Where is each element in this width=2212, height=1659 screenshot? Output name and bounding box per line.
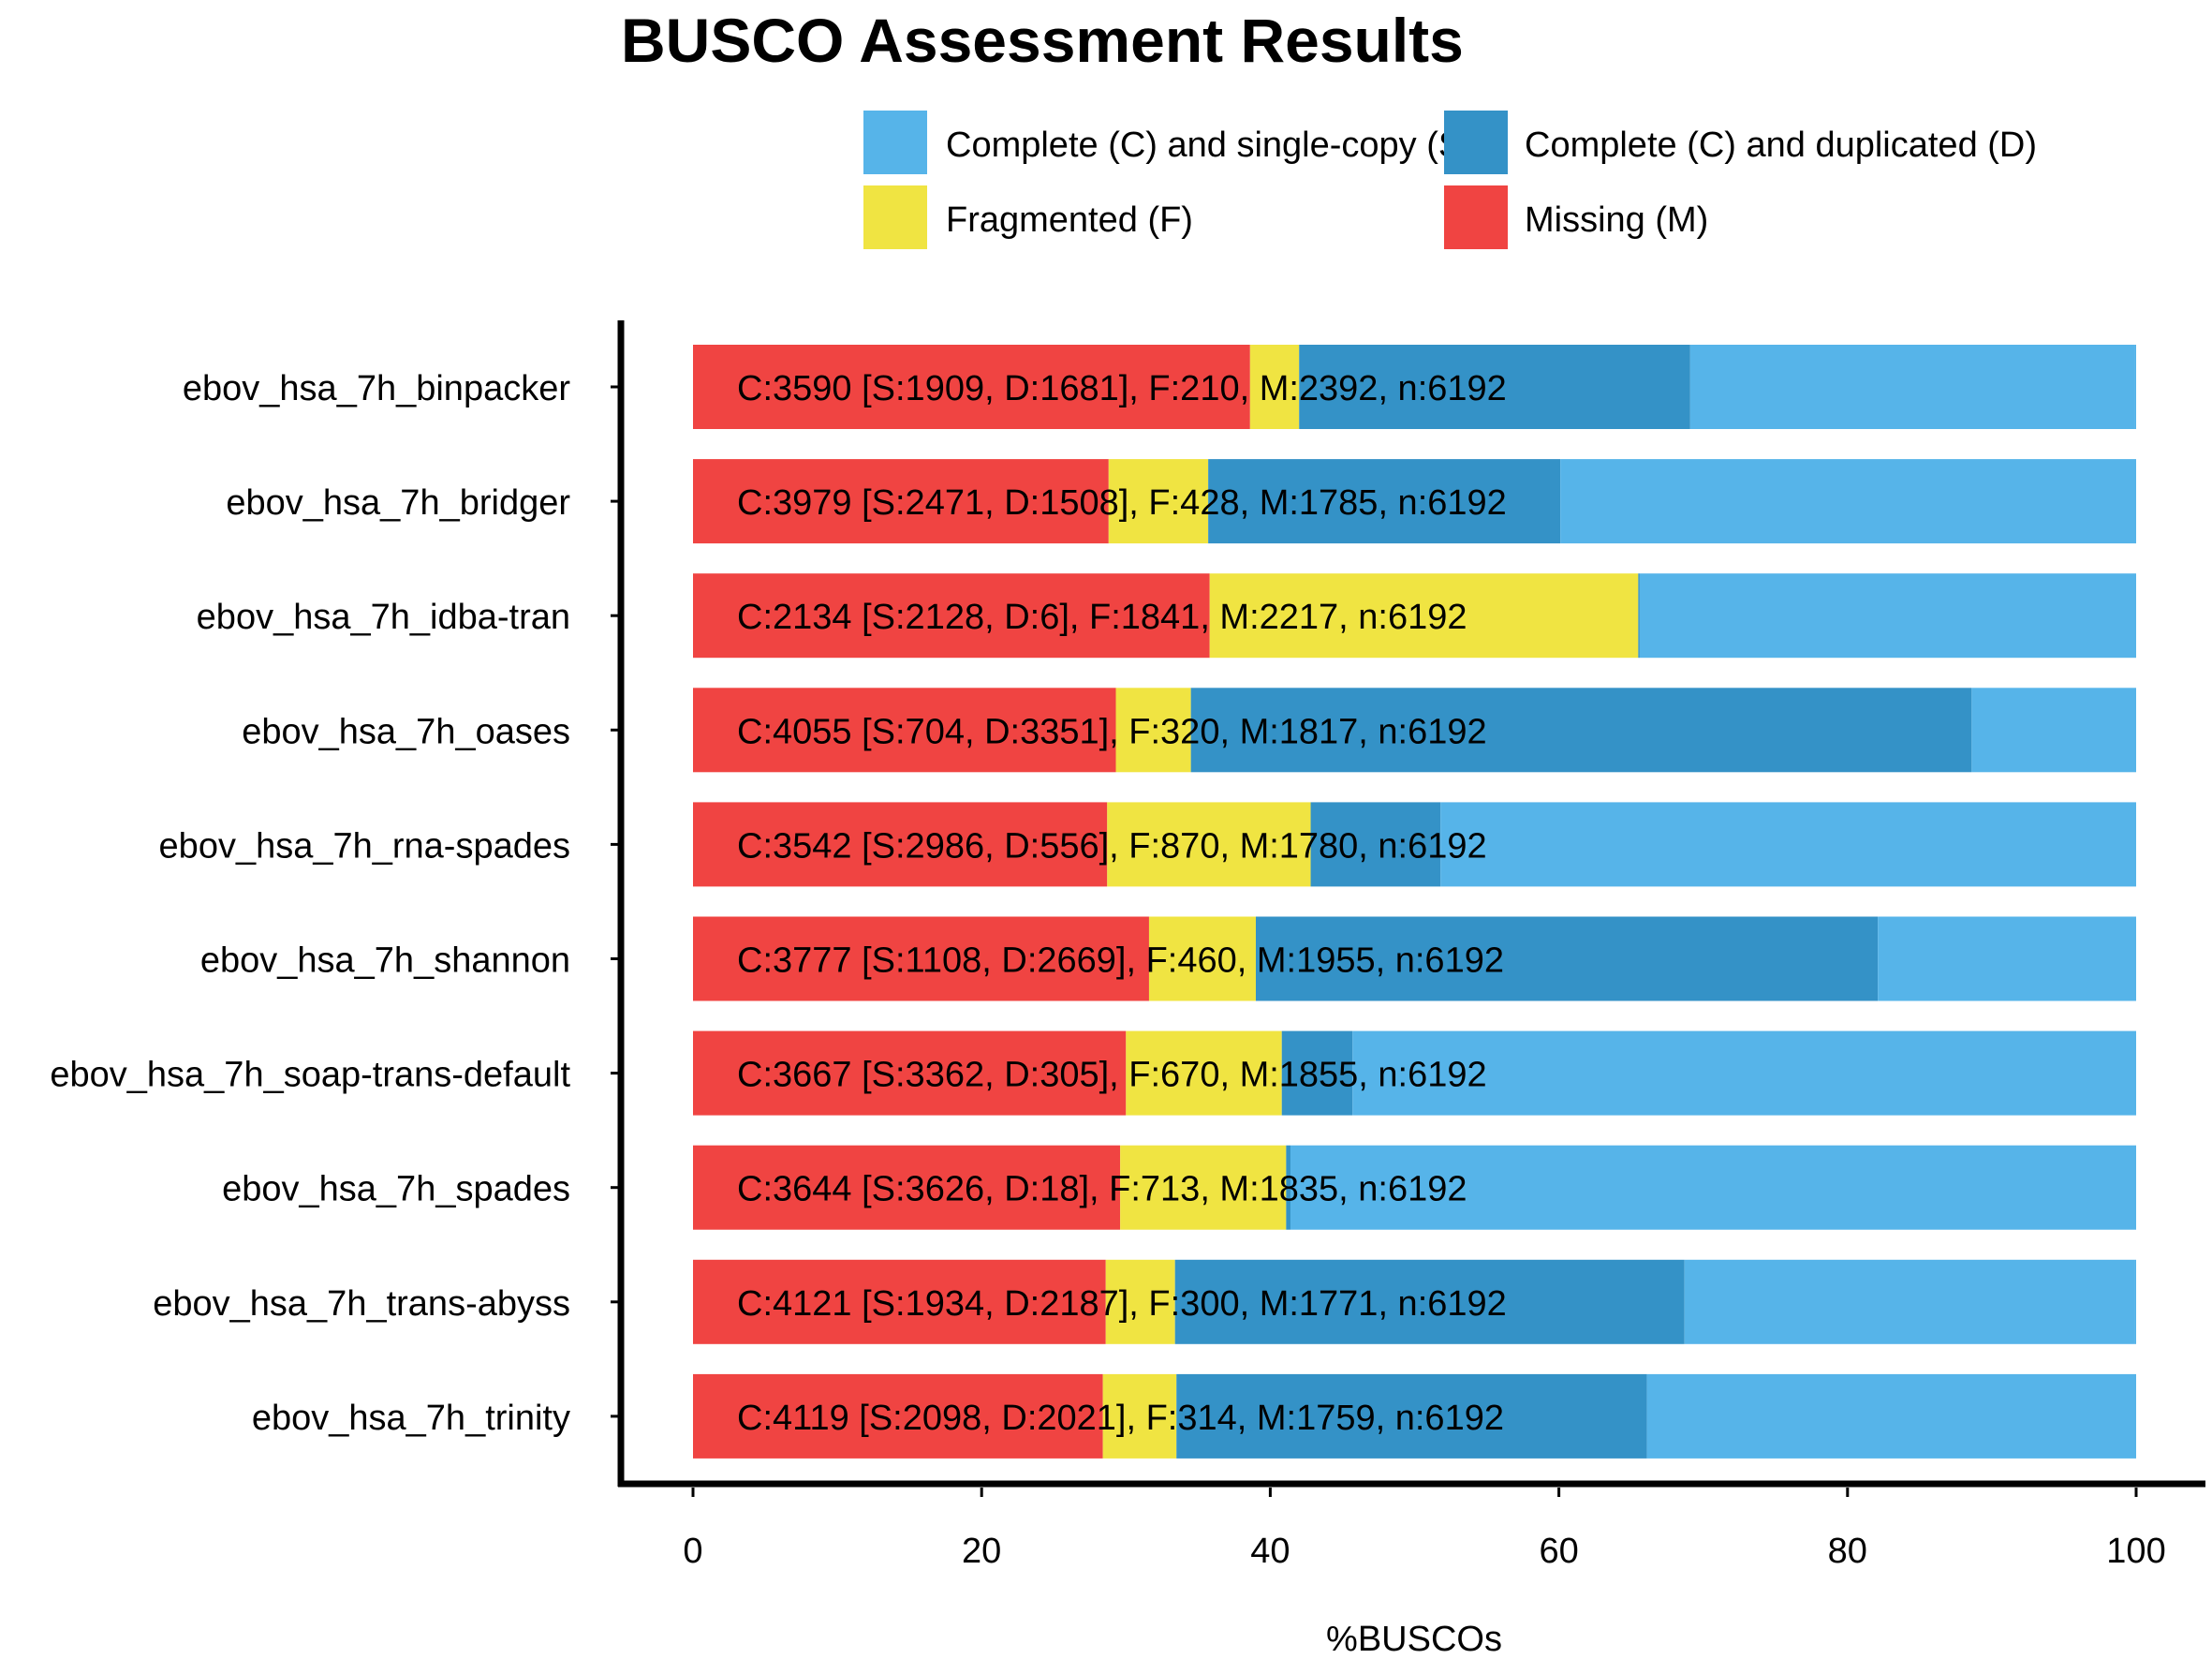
bar-single-0 [1689, 345, 2135, 429]
bar-single-8 [1684, 1259, 2135, 1344]
bar-single-5 [1878, 916, 2136, 1001]
category-labels: ebov_hsa_7h_binpacker ebov_hsa_7h_bridger… [50, 369, 618, 1438]
bar-missing-2 [693, 573, 1210, 659]
bar-duplicated-5 [1255, 916, 1879, 1001]
bar-fragmented-7 [1120, 1145, 1287, 1230]
category-label-7: ebov_hsa_7h_spades [222, 1170, 570, 1209]
bar-missing-1 [693, 459, 1109, 544]
x-ticks: 0 20 40 60 80 100 [683, 1488, 2166, 1571]
category-label-5: ebov_hsa_7h_shannon [200, 941, 570, 981]
category-label-4: ebov_hsa_7h_rna-spades [159, 826, 570, 866]
x-tick-label-2: 40 [1250, 1532, 1290, 1571]
category-label-9: ebov_hsa_7h_trinity [252, 1399, 570, 1438]
bar-missing-3 [693, 688, 1116, 773]
category-label-0: ebov_hsa_7h_binpacker [183, 369, 570, 408]
bar-label-5: C:3777 [S:1108, D:2669], F:460, M:1955, … [737, 941, 1504, 981]
category-label-1: ebov_hsa_7h_bridger [226, 483, 570, 523]
legend-swatch-fragmented [863, 185, 927, 249]
category-label-8: ebov_hsa_7h_trans-abyss [153, 1284, 570, 1324]
bar-fill-0 [2134, 345, 2136, 429]
bar-single-6 [1352, 1030, 2136, 1116]
bar-duplicated-3 [1190, 688, 1972, 773]
bar-label-0: C:3590 [S:1909, D:1681], F:210, M:2392, … [737, 369, 1507, 408]
legend: Complete (C) and single-copy (S) Complete… [863, 111, 2037, 249]
legend-swatch-single [863, 111, 927, 174]
x-tick-label-3: 60 [1539, 1532, 1578, 1571]
bar-label-7: C:3644 [S:3626, D:18], F:713, M:1835, n:… [737, 1170, 1467, 1209]
x-tick-label-1: 20 [962, 1532, 1001, 1571]
bar-duplicated-8 [1174, 1259, 1685, 1344]
legend-label-duplicated: Complete (C) and duplicated (D) [1525, 126, 2037, 165]
bar-single-9 [1646, 1373, 2136, 1459]
bar-label-1: C:3979 [S:2471, D:1508], F:428, M:1785, … [737, 483, 1507, 523]
bar-missing-7 [693, 1145, 1121, 1230]
bar-missing-6 [693, 1030, 1127, 1116]
bar-single-1 [1560, 459, 2136, 544]
bar-single-4 [1440, 802, 2136, 887]
bar-fragmented-8 [1105, 1259, 1175, 1344]
x-axis-title: %BUSCOs [1326, 1620, 1502, 1659]
bar-fragmented-1 [1108, 459, 1209, 544]
bar-fragmented-0 [1249, 345, 1300, 429]
bar-fragmented-5 [1148, 916, 1256, 1001]
category-label-2: ebov_hsa_7h_idba-tran [197, 598, 570, 637]
legend-label-fragmented: Fragmented (F) [946, 200, 1193, 240]
bar-missing-5 [693, 916, 1149, 1001]
bar-duplicated-0 [1299, 345, 1690, 429]
bar-label-3: C:4055 [S:704, D:3351], F:320, M:1817, n… [737, 712, 1487, 751]
bar-single-7 [1290, 1145, 2136, 1230]
bar-fill-8 [2134, 1259, 2136, 1344]
legend-label-single: Complete (C) and single-copy (S) [946, 126, 1474, 165]
legend-swatch-duplicated [1444, 111, 1508, 174]
bar-labels: C:3590 [S:1909, D:1681], F:210, M:2392, … [737, 369, 1507, 1438]
bar-missing-0 [693, 345, 1250, 429]
bar-duplicated-7 [1286, 1145, 1290, 1230]
bars [693, 345, 2136, 1459]
bar-duplicated-1 [1208, 459, 1561, 544]
bar-single-2 [1639, 573, 2136, 659]
legend-swatch-missing [1444, 185, 1508, 249]
bar-fragmented-3 [1115, 688, 1191, 773]
bar-duplicated-4 [1310, 802, 1441, 887]
bar-missing-8 [693, 1259, 1106, 1344]
bar-duplicated-9 [1176, 1373, 1647, 1459]
bar-label-4: C:3542 [S:2986, D:556], F:870, M:1780, n… [737, 826, 1487, 866]
bar-label-9: C:4119 [S:2098, D:2021], F:314, M:1759, … [737, 1399, 1504, 1438]
chart-title: BUSCO Assessment Results [621, 6, 1464, 75]
bar-label-8: C:4121 [S:1934, D:2187], F:300, M:1771, … [737, 1284, 1507, 1324]
bar-single-3 [1971, 688, 2136, 773]
bar-fragmented-6 [1126, 1030, 1282, 1116]
x-tick-label-5: 100 [2106, 1532, 2165, 1571]
bar-fragmented-4 [1107, 802, 1311, 887]
x-tick-label-0: 0 [683, 1532, 702, 1571]
bar-fragmented-2 [1209, 573, 1639, 659]
bar-missing-9 [693, 1373, 1103, 1459]
bar-missing-4 [693, 802, 1108, 887]
axes [617, 320, 2205, 1488]
bar-duplicated-2 [1638, 573, 1640, 659]
bar-label-6: C:3667 [S:3362, D:305], F:670, M:1855, n… [737, 1056, 1487, 1095]
legend-label-missing: Missing (M) [1525, 200, 1708, 240]
bar-fragmented-9 [1102, 1373, 1177, 1459]
bar-label-2: C:2134 [S:2128, D:6], F:1841, M:2217, n:… [737, 598, 1467, 637]
x-tick-label-4: 80 [1828, 1532, 1867, 1571]
bar-duplicated-6 [1281, 1030, 1353, 1116]
category-label-3: ebov_hsa_7h_oases [242, 712, 570, 751]
category-label-6: ebov_hsa_7h_soap-trans-default [50, 1056, 570, 1095]
